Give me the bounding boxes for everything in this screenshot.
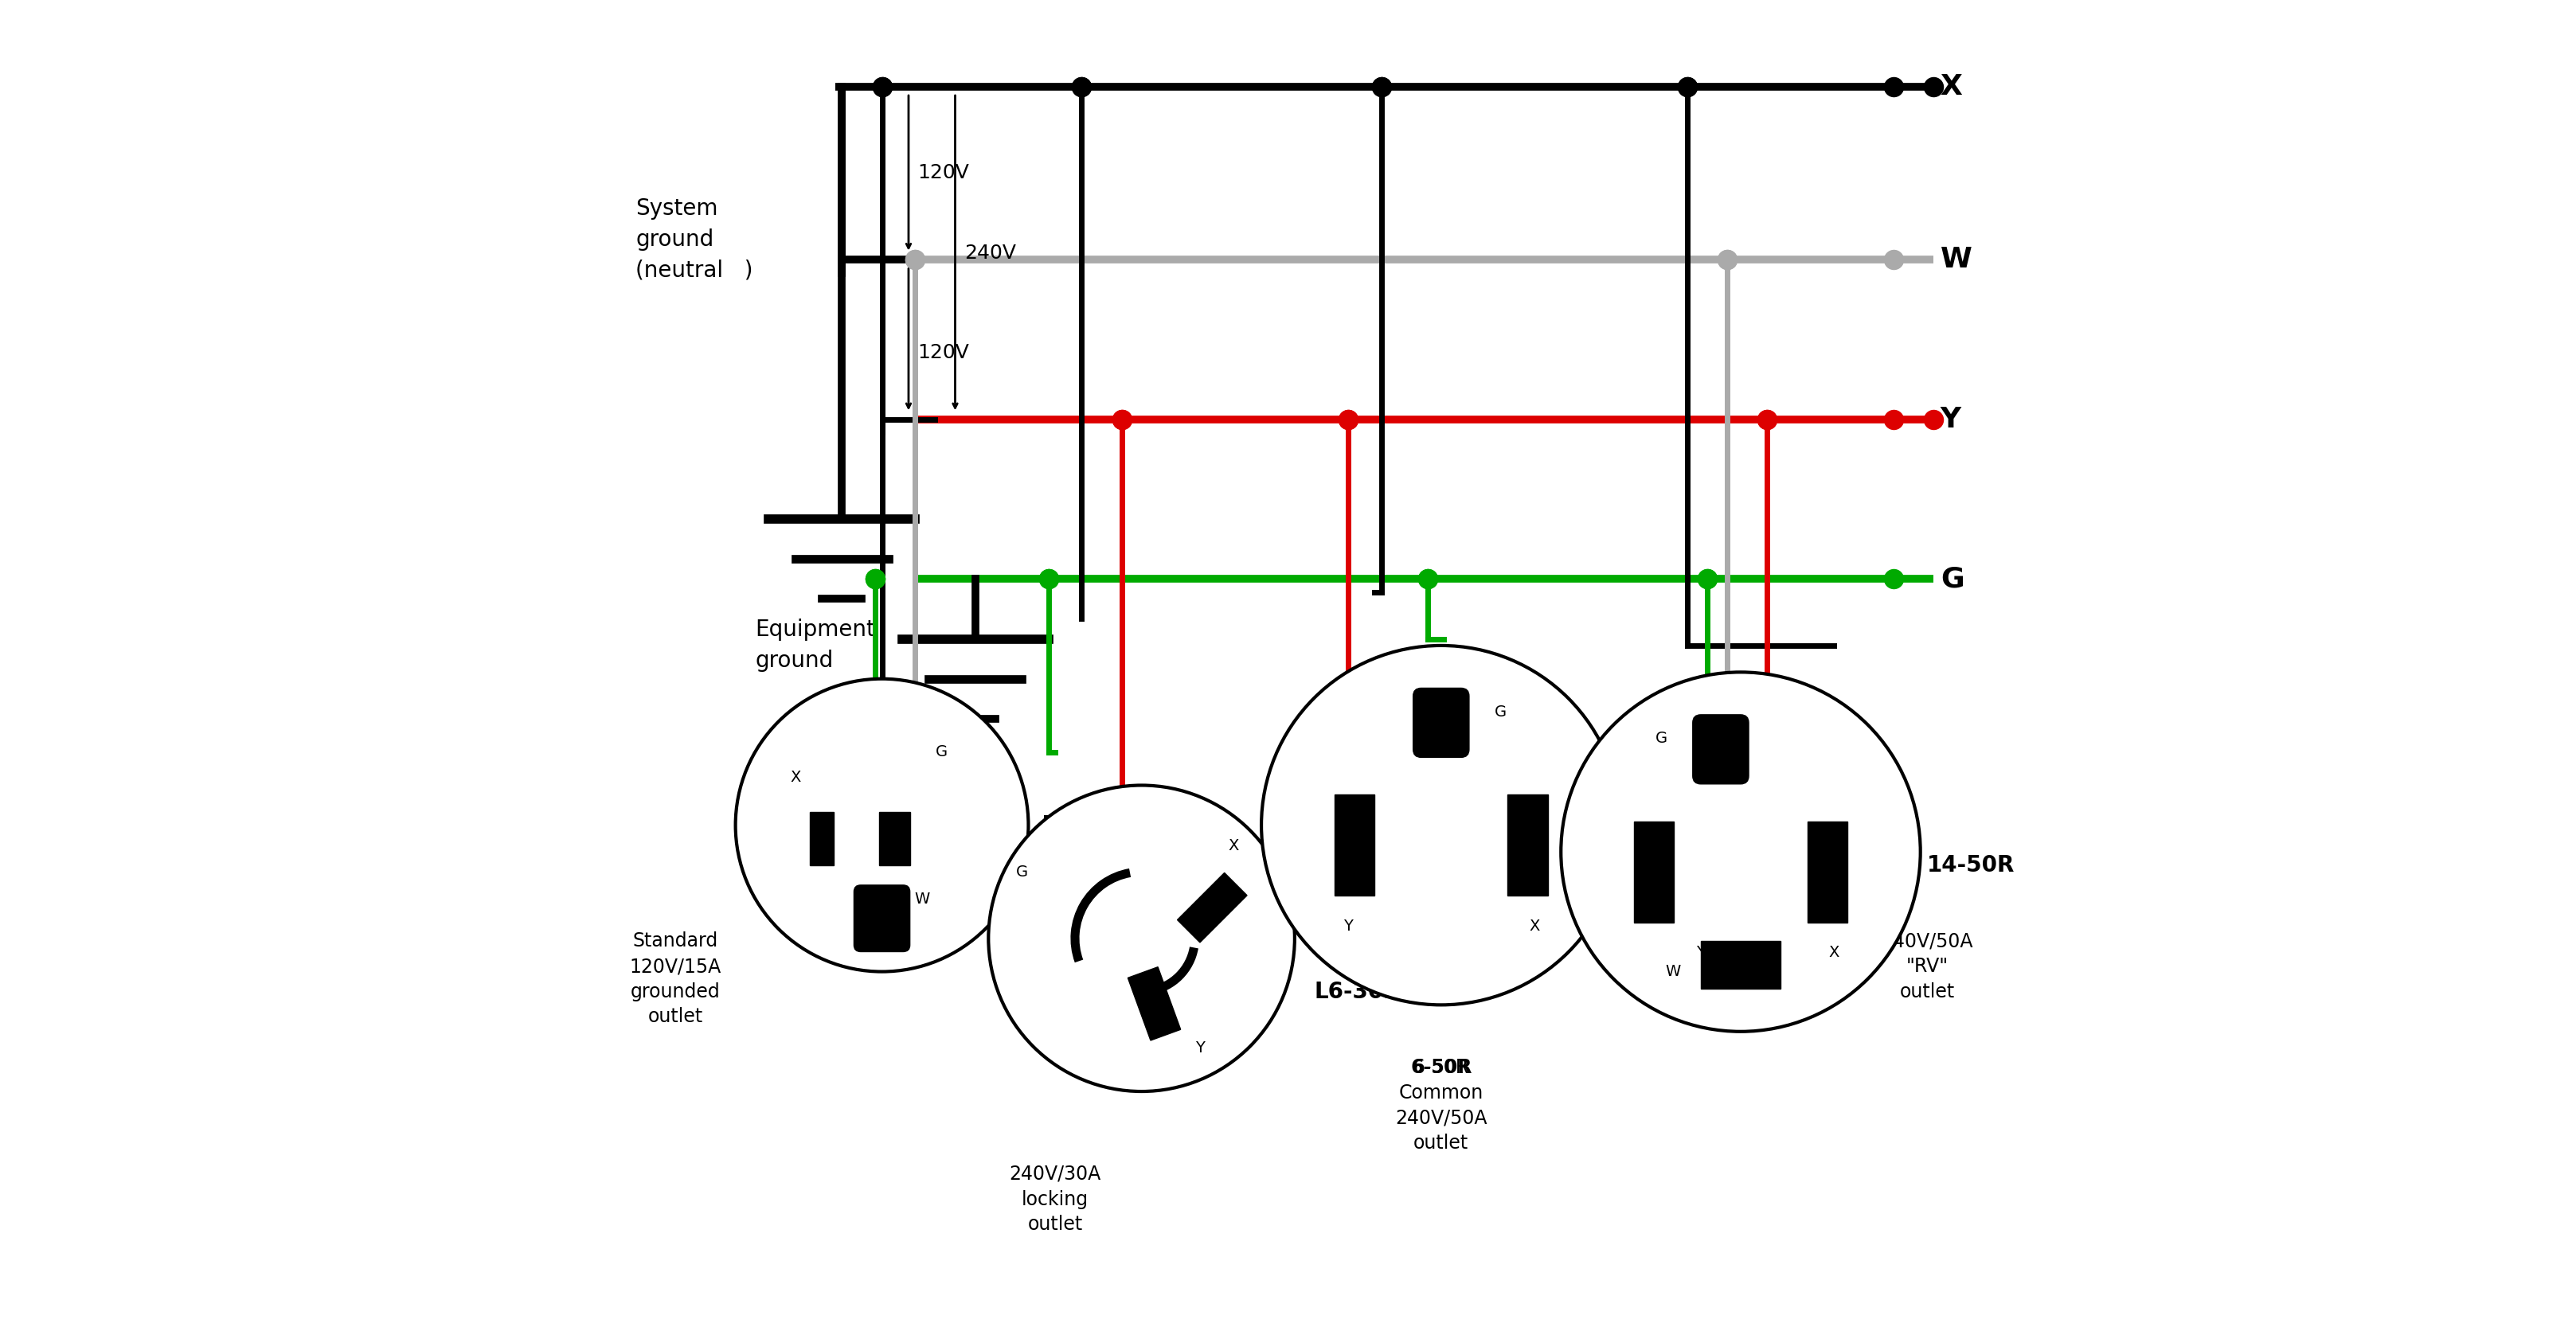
FancyBboxPatch shape <box>1414 688 1468 757</box>
Point <box>1873 249 1914 270</box>
Bar <box>878 812 909 865</box>
Circle shape <box>1262 646 1620 1005</box>
Text: 6-50R: 6-50R <box>1409 1058 1471 1077</box>
Point <box>1100 409 1141 430</box>
Point <box>1100 409 1141 430</box>
Point <box>1667 76 1708 97</box>
Point <box>1327 409 1368 430</box>
FancyBboxPatch shape <box>855 885 909 952</box>
Bar <box>1633 821 1674 922</box>
Point <box>1028 568 1069 590</box>
Text: System
ground
(neutral   ): System ground (neutral ) <box>636 197 752 282</box>
Point <box>1406 568 1448 590</box>
Text: W: W <box>1940 246 1973 273</box>
Bar <box>1128 966 1180 1041</box>
Point <box>1667 76 1708 97</box>
Text: W: W <box>1667 964 1680 980</box>
Text: G: G <box>1018 864 1028 880</box>
Bar <box>809 812 835 865</box>
Point <box>1360 76 1401 97</box>
Point <box>855 568 896 590</box>
Text: 120V: 120V <box>917 343 969 362</box>
Text: G: G <box>935 744 948 760</box>
Point <box>1708 249 1749 270</box>
Text: W: W <box>914 892 930 906</box>
Text: G: G <box>1656 731 1667 747</box>
Point <box>1873 409 1914 430</box>
Point <box>1061 76 1103 97</box>
Text: X: X <box>791 771 801 785</box>
Text: Y: Y <box>1195 1041 1206 1055</box>
Point <box>1360 76 1401 97</box>
Bar <box>1177 873 1247 942</box>
Text: 120V: 120V <box>917 164 969 182</box>
Text: G: G <box>1494 704 1507 720</box>
Text: 14-50R: 14-50R <box>1927 855 2014 876</box>
Text: 5-15R: 5-15R <box>1041 815 1115 836</box>
Text: X: X <box>1829 945 1839 960</box>
Text: L6-30R: L6-30R <box>1314 981 1401 1002</box>
Text: Y: Y <box>1695 945 1705 960</box>
Circle shape <box>989 785 1296 1091</box>
Text: Y: Y <box>1940 406 1960 433</box>
Point <box>1406 568 1448 590</box>
Text: 240V/50A
"RV"
outlet: 240V/50A "RV" outlet <box>1880 932 1973 1001</box>
Point <box>1914 76 1955 97</box>
Point <box>860 76 902 97</box>
Point <box>1687 568 1728 590</box>
Text: X: X <box>1229 839 1239 853</box>
Text: X: X <box>1940 73 1963 100</box>
Text: G: G <box>1940 566 1963 592</box>
Circle shape <box>737 679 1028 972</box>
Point <box>860 76 902 97</box>
Bar <box>1700 941 1780 989</box>
Point <box>1747 409 1788 430</box>
Text: Y: Y <box>1342 918 1352 933</box>
Text: Standard
120V/15A
grounded
outlet: Standard 120V/15A grounded outlet <box>629 932 721 1026</box>
Text: X: X <box>1530 918 1540 933</box>
Bar <box>1334 795 1376 896</box>
Point <box>1061 76 1103 97</box>
Text: 240V/30A
locking
outlet: 240V/30A locking outlet <box>1010 1165 1100 1234</box>
Text: 6-50R
Common
240V/50A
outlet: 6-50R Common 240V/50A outlet <box>1396 1058 1486 1153</box>
Bar <box>1808 821 1847 922</box>
Point <box>1327 409 1368 430</box>
Text: Equipment
ground: Equipment ground <box>755 619 876 672</box>
Point <box>894 249 935 270</box>
Point <box>894 249 935 270</box>
Point <box>855 568 896 590</box>
Bar <box>1507 795 1548 896</box>
FancyBboxPatch shape <box>1692 715 1749 784</box>
Point <box>1873 76 1914 97</box>
Point <box>1028 568 1069 590</box>
Circle shape <box>1561 672 1922 1032</box>
Point <box>1708 249 1749 270</box>
Point <box>1687 568 1728 590</box>
Text: 240V: 240V <box>963 244 1015 262</box>
Point <box>1873 568 1914 590</box>
Point <box>1747 409 1788 430</box>
Point <box>1914 409 1955 430</box>
